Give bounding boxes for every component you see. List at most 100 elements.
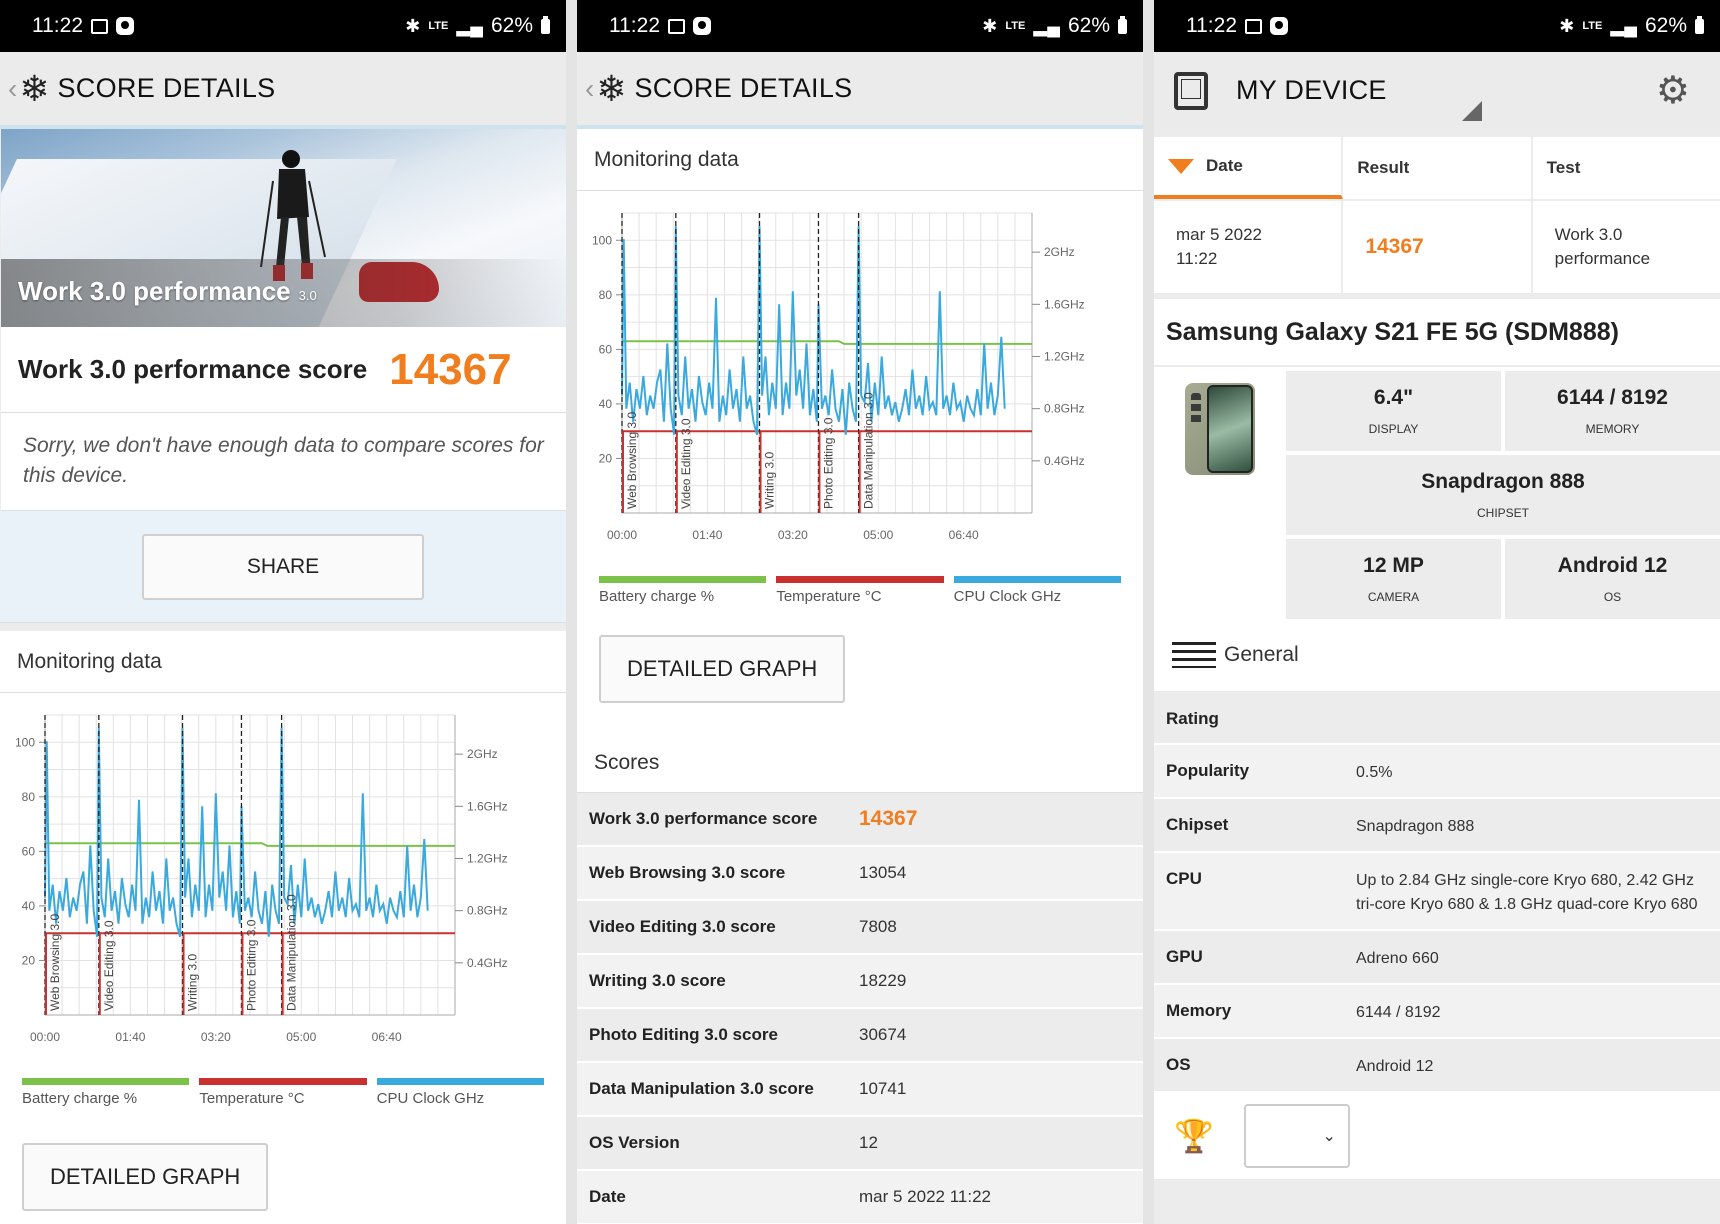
monitoring-chart-card: 20 40 60 80 100 0.4GHz 0.8GHz 1.2GHz 1.6GHz 2GHz 0… [0, 693, 566, 1224]
phone-screen [1207, 385, 1253, 473]
x-tick-label: 01:40 [692, 528, 722, 542]
monitoring-chart: 20 40 60 80 100 0.4GHz 0.8GHz 1.2GHz 1.6GHz 2GHz 0… [15, 714, 508, 1044]
score-row: Work 3.0 performance score 14367 [577, 793, 1143, 847]
x-tick-label: 06:40 [372, 1030, 402, 1044]
test-marker-label: Video Editing 3.0 [102, 920, 116, 1011]
info-row-label: Memory [1166, 1001, 1232, 1020]
test-marker-label: Web Browsing 3.0 [625, 412, 639, 509]
spec-display-label: DISPLAY [1368, 422, 1419, 436]
column-date[interactable]: Date [1154, 137, 1344, 199]
y2-tick-label: 0.4GHz [467, 956, 508, 970]
info-row-value: 0.5% [1356, 764, 1393, 781]
spec-chipset: Snapdragon 888 CHIPSET [1286, 455, 1720, 535]
score-row-value: 13054 [859, 863, 907, 882]
info-row: GPU Adreno 660 [1154, 931, 1720, 985]
legend-cpu-swatch [953, 576, 1121, 583]
back-chevron-icon[interactable]: ‹ [8, 72, 18, 104]
score-row-label: OS Version [589, 1133, 680, 1152]
signal-icon: ▂▄ [456, 15, 483, 36]
battery-icon [1695, 15, 1704, 34]
column-result-label: Result [1357, 158, 1410, 177]
test-marker-label: Writing 3.0 [186, 954, 200, 1011]
gear-icon[interactable]: ⚙ [1655, 70, 1690, 112]
battery-icon [1118, 15, 1127, 34]
hero-title: Work 3.0 performance 3.0 [18, 276, 317, 307]
tablet-icon[interactable] [1174, 71, 1208, 110]
ranking-select[interactable]: ⌄ [1243, 1104, 1350, 1168]
y-tick-label: 40 [599, 397, 613, 411]
column-test-label: Test [1546, 158, 1581, 177]
general-section-header[interactable]: General [1154, 619, 1720, 693]
legend-battery-label: Battery charge % [22, 1090, 138, 1107]
detailed-graph-button[interactable]: DETAILED GRAPH [599, 635, 846, 703]
test-marker-label: Data Manipulation 3.0 [285, 894, 299, 1011]
hero-title-text: Work 3.0 performance [18, 276, 291, 306]
info-row-label: CPU [1166, 869, 1202, 888]
scores-header: Scores [577, 733, 1143, 793]
snowflake-logo-icon[interactable]: ❄ [596, 67, 627, 109]
y2-tick-label: 1.2GHz [467, 851, 508, 865]
series-line-cpu [621, 225, 1006, 435]
info-row-value: Up to 2.84 GHz single-core Kryo 680, 2.4… [1356, 872, 1698, 913]
test-marker-label: Web Browsing 3.0 [48, 914, 62, 1011]
app-bar: MY DEVICE ⚙ [1154, 52, 1720, 129]
monitoring-header: Monitoring data [577, 129, 1143, 191]
test-marker-label: Writing 3.0 [763, 452, 777, 509]
y2-tick-label: 1.6GHz [467, 799, 508, 813]
bluetooth-icon: ✱ [982, 15, 998, 36]
hero-version-badge: 3.0 [298, 288, 317, 303]
info-row-value: Snapdragon 888 [1356, 818, 1475, 835]
y-tick-label: 80 [599, 288, 613, 302]
spec-memory: 6144 / 8192 MEMORY [1505, 371, 1720, 451]
dropdown-corner-icon[interactable] [1462, 101, 1482, 121]
column-test[interactable]: Test [1533, 137, 1720, 199]
info-row-label: OS [1166, 1055, 1191, 1074]
results-table-header: Date Result Test [1154, 137, 1720, 199]
y-tick-label: 20 [22, 953, 36, 967]
legend-cpu-swatch [376, 1078, 544, 1085]
notification-app-icon [1270, 17, 1288, 35]
battery-icon [541, 15, 550, 34]
spec-os-label: OS [1603, 590, 1622, 604]
legend-battery-swatch [22, 1078, 190, 1085]
device-name: Samsung Galaxy S21 FE 5G (SDM888) [1154, 299, 1720, 367]
page-title: MY DEVICE [1236, 75, 1387, 105]
score-row-label: Data Manipulation 3.0 score [589, 1079, 814, 1098]
device-info-list: Rating Popularity 0.5% Chipset Snapdragon 88… [1154, 693, 1720, 1093]
result-date: mar 5 2022 11:22 [1154, 201, 1344, 293]
score-row: Photo Editing 3.0 score 30674 [577, 1009, 1143, 1063]
info-row: OS Android 12 [1154, 1039, 1720, 1093]
gallery-icon [668, 18, 685, 34]
test-marker-label: Data Manipulation 3.0 [862, 392, 876, 509]
y-tick-label: 40 [22, 899, 36, 913]
legend-temperature-swatch [199, 1078, 367, 1085]
spec-memory-label: MEMORY [1585, 422, 1640, 436]
share-button[interactable]: SHARE [142, 533, 424, 600]
column-result[interactable]: Result [1343, 137, 1533, 199]
snowflake-logo-icon[interactable]: ❄ [19, 67, 50, 109]
signal-icon: ▂▄ [1610, 15, 1637, 36]
score-row: Data Manipulation 3.0 score 10741 [577, 1063, 1143, 1117]
back-chevron-icon[interactable]: ‹ [585, 72, 595, 104]
score-row: Writing 3.0 score 18229 [577, 955, 1143, 1009]
score-row: Date mar 5 2022 11:22 [577, 1171, 1143, 1224]
spec-os: Android 12 OS [1505, 539, 1720, 619]
status-time: 11:22 [1186, 14, 1237, 37]
battery-percent: 62% [490, 14, 533, 37]
section-gap [0, 623, 566, 631]
spec-grid: 6.4" DISPLAY 6144 / 8192 MEMORY Snapdragon… [1286, 367, 1720, 619]
y-tick-label: 100 [592, 233, 612, 247]
score-details-screen-2: 11:22 ✱ LTE ▂▄ 62% ‹ ❄ SCORE DETAILS Mon… [577, 0, 1143, 1224]
info-row-label: Popularity [1166, 761, 1250, 780]
trophy-icon[interactable]: 🏆 [1174, 1118, 1214, 1154]
score-row-label: Work 3.0 performance score [589, 809, 818, 828]
notification-app-icon [116, 17, 134, 35]
score-row: Web Browsing 3.0 score 13054 [577, 847, 1143, 901]
detailed-graph-button[interactable]: DETAILED GRAPH [22, 1143, 269, 1211]
page-title: SCORE DETAILS [57, 73, 276, 103]
result-row[interactable]: mar 5 2022 11:22 14367 Work 3.0 performan… [1154, 199, 1720, 293]
info-row-value: Adreno 660 [1356, 950, 1439, 967]
phone-image [1185, 383, 1255, 475]
spec-memory-value: 6144 / 8192 [1557, 386, 1668, 409]
chart-legend: Battery charge % Temperature °C CPU Cloc… [0, 1078, 566, 1107]
